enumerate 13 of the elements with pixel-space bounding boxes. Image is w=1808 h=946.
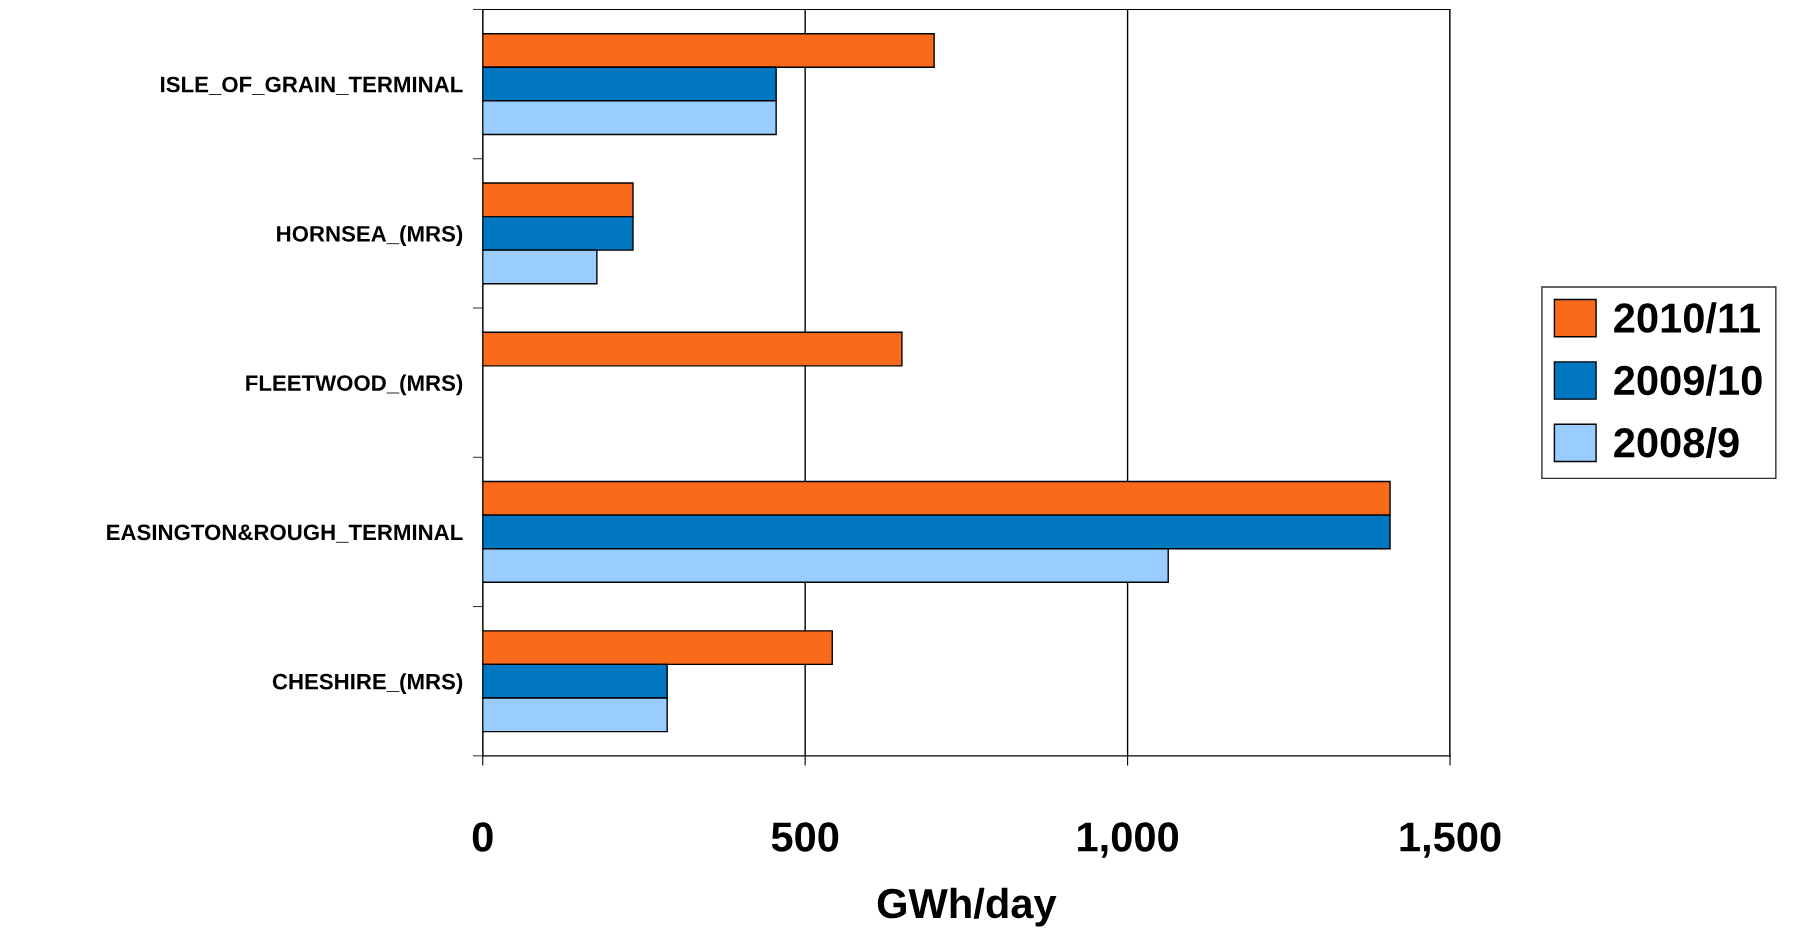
x-tick-label: 1,000 <box>1078 822 1179 858</box>
y-tick-label: EASINGTON&ROUGH_TERMINAL <box>107 524 463 543</box>
y-tick-label: HORNSEA_(MRS) <box>277 225 463 247</box>
y-tick-label: CHESHIRE_(MRS) <box>272 673 463 694</box>
y-tick-label: ISLE_OF_GRAIN_TERMINAL <box>161 76 463 95</box>
y-tick-label: FLEETWOOD_(MRS) <box>246 374 463 396</box>
legend-label: 2010/11 <box>1614 302 1760 334</box>
x-tick-label: 500 <box>771 822 839 852</box>
legend-label: 2008/9 <box>1614 426 1739 459</box>
x-axis-title: GWh/day <box>877 887 1057 927</box>
x-tick-label: 1,500 <box>1400 822 1501 858</box>
x-tick-label: 0 <box>472 822 493 852</box>
legend-label: 2009/10 <box>1614 364 1762 396</box>
